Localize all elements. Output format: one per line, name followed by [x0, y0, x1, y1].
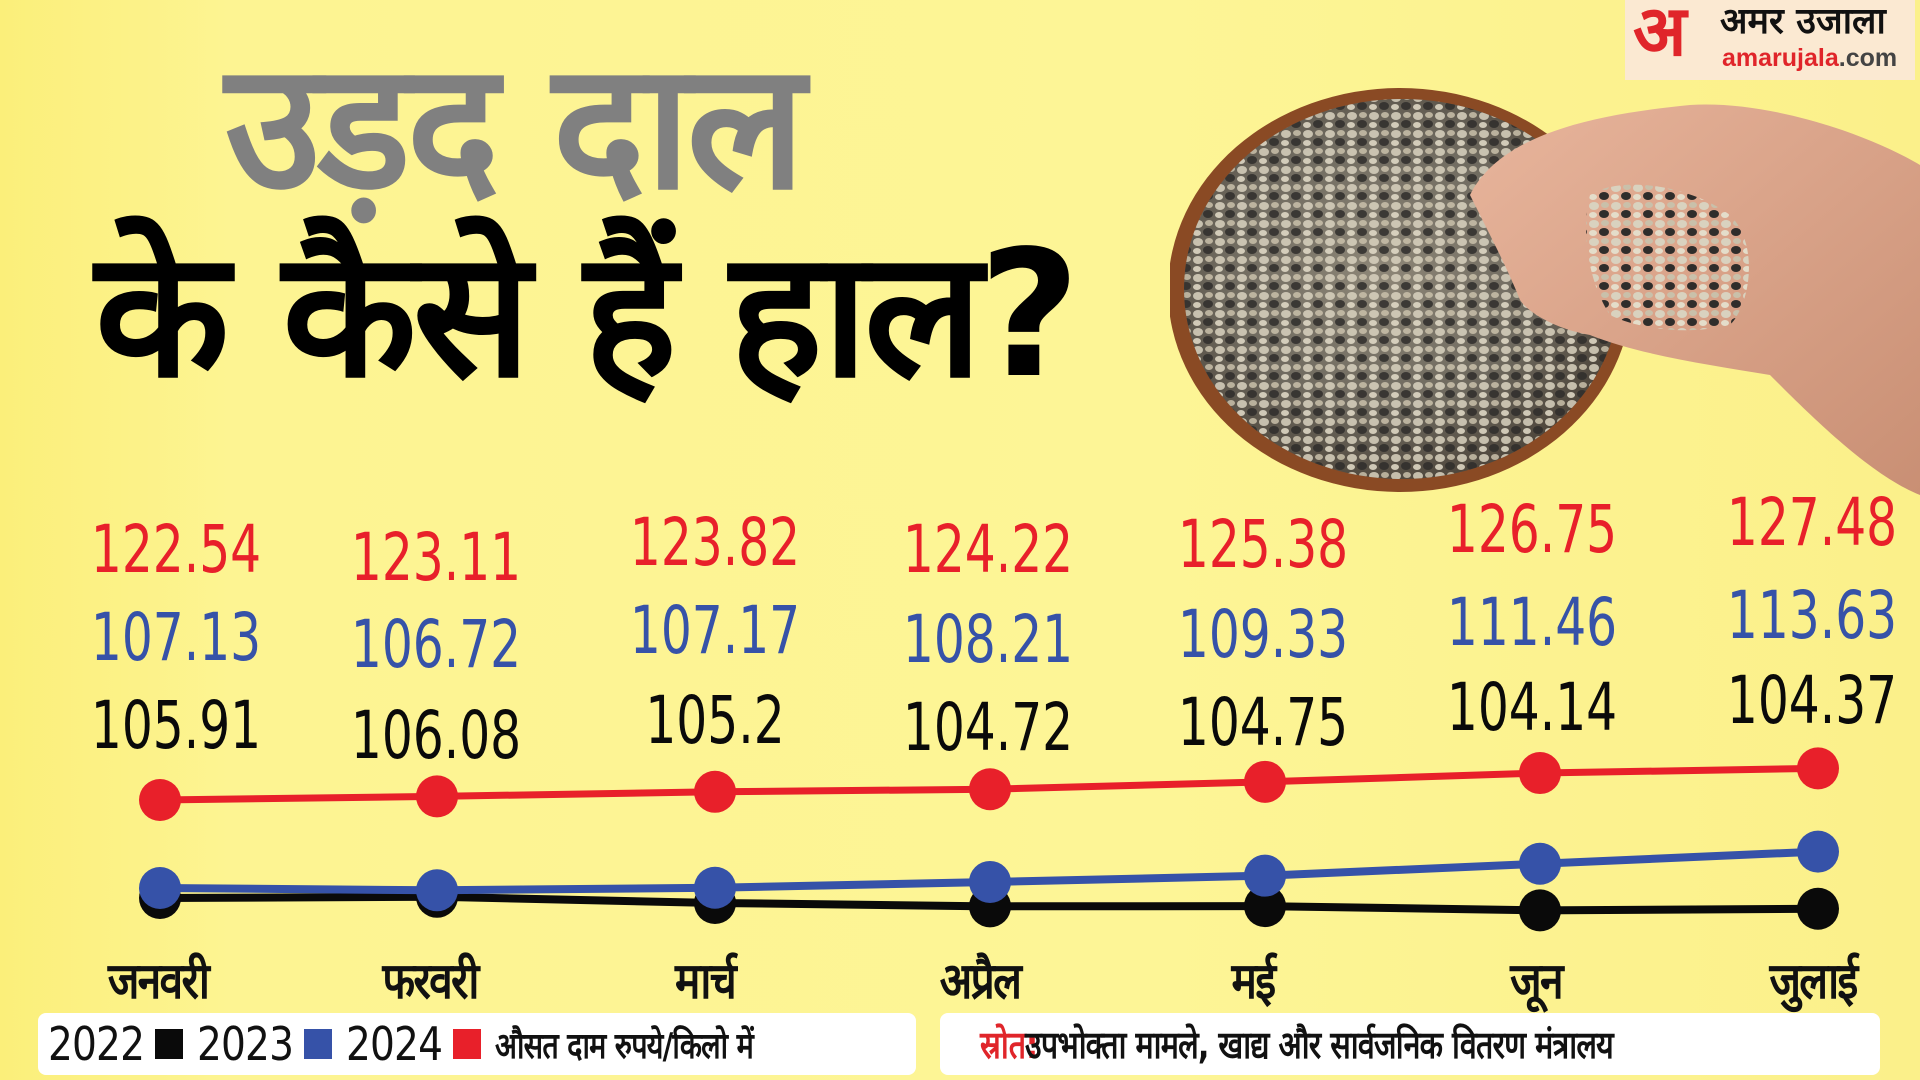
data-point-2023-5	[1519, 842, 1561, 885]
value-2023-jul: 113.63	[1726, 577, 1898, 654]
value-2022-jul: 104.37	[1726, 662, 1898, 739]
value-2023-feb: 106.72	[350, 606, 522, 683]
data-point-2022-5	[1519, 889, 1561, 932]
month-label: जून	[1510, 952, 1563, 1010]
legend-swatch-black-icon	[155, 1029, 184, 1059]
data-point-2024-6	[1797, 747, 1839, 790]
value-2024-mar: 123.82	[629, 504, 801, 581]
legend-item-2023: 2023	[197, 1017, 333, 1071]
logo-domain: amarujala.com	[1722, 46, 1897, 71]
value-2022-jun: 104.14	[1446, 669, 1618, 746]
source-label: स्रोत:	[980, 1023, 1039, 1067]
logo-domain-main: amarujala	[1722, 44, 1839, 72]
data-point-2024-5	[1519, 752, 1561, 795]
legend-item-2022: 2022	[48, 1017, 184, 1071]
title-line-1: उड़द दाल	[225, 26, 805, 229]
value-2023-apr: 108.21	[902, 601, 1074, 678]
source-note: स्रोत: उपभोक्ता मामले, खाद्य और सार्वजनि…	[940, 1013, 1880, 1075]
data-point-2023-4	[1244, 854, 1286, 897]
legend: 2022 2023 2024 औसत दाम रुपये/किलो में	[38, 1013, 916, 1075]
month-label: जनवरी	[107, 952, 210, 1010]
value-2023-may: 109.33	[1177, 596, 1349, 673]
value-2024-jan: 122.54	[90, 511, 262, 588]
line-chart	[139, 747, 1839, 932]
data-point-2023-3	[969, 860, 1011, 903]
data-point-2023-1	[416, 869, 458, 912]
value-2022-may: 104.75	[1177, 684, 1349, 761]
value-2024-feb: 123.11	[350, 519, 522, 596]
logo-mark-icon: अ	[1633, 0, 1687, 72]
title-line-2: के कैसे हैं हाल?	[95, 214, 1080, 417]
legend-label: 2024	[346, 1017, 443, 1071]
dal-bowl-hand-photo	[1170, 88, 1920, 495]
value-2023-mar: 107.17	[629, 592, 801, 669]
logo-name-hindi: अमर उजाला	[1720, 1, 1886, 42]
value-2022-feb: 106.08	[350, 697, 522, 774]
legend-label: 2023	[197, 1017, 294, 1071]
legend-item-2024: 2024	[346, 1017, 482, 1071]
legend-label: 2022	[48, 1017, 145, 1071]
data-point-2024-2	[694, 770, 736, 813]
legend-unit-text: औसत दाम रुपये/किलो में	[495, 1025, 754, 1067]
data-point-2023-6	[1797, 830, 1839, 873]
data-point-2024-3	[969, 768, 1011, 811]
value-2024-jun: 126.75	[1446, 491, 1618, 568]
data-point-2024-0	[139, 779, 181, 821]
legend-swatch-blue-icon	[304, 1029, 333, 1059]
month-label: मार्च	[674, 952, 737, 1010]
data-point-2022-6	[1797, 887, 1839, 930]
value-2022-apr: 104.72	[902, 689, 1074, 766]
data-point-2024-4	[1244, 760, 1286, 803]
value-2022-jan: 105.91	[90, 687, 262, 764]
month-label: अप्रैल	[939, 952, 1022, 1010]
data-point-2024-1	[416, 775, 458, 818]
legend-swatch-red-icon	[453, 1029, 482, 1059]
data-point-2022-4	[1244, 885, 1286, 928]
month-label: फरवरी	[382, 952, 479, 1010]
amarujala-logo[interactable]: अ अमर उजाला amarujala.com	[1625, 0, 1915, 80]
logo-domain-tld: .com	[1838, 44, 1898, 72]
month-label: जुलाई	[1769, 952, 1858, 1010]
value-2024-apr: 124.22	[902, 511, 1074, 588]
value-2023-jan: 107.13	[90, 599, 262, 676]
value-2023-jun: 111.46	[1446, 584, 1618, 661]
data-point-2023-0	[139, 867, 181, 909]
month-label: मई	[1231, 952, 1277, 1010]
value-2024-may: 125.38	[1177, 506, 1349, 583]
value-2022-mar: 105.2	[645, 682, 785, 759]
source-text: उपभोक्ता मामले, खाद्य और सार्वजनिक वितरण…	[1024, 1023, 1614, 1067]
data-point-2023-2	[694, 866, 736, 909]
value-2024-jul: 127.48	[1726, 484, 1898, 561]
